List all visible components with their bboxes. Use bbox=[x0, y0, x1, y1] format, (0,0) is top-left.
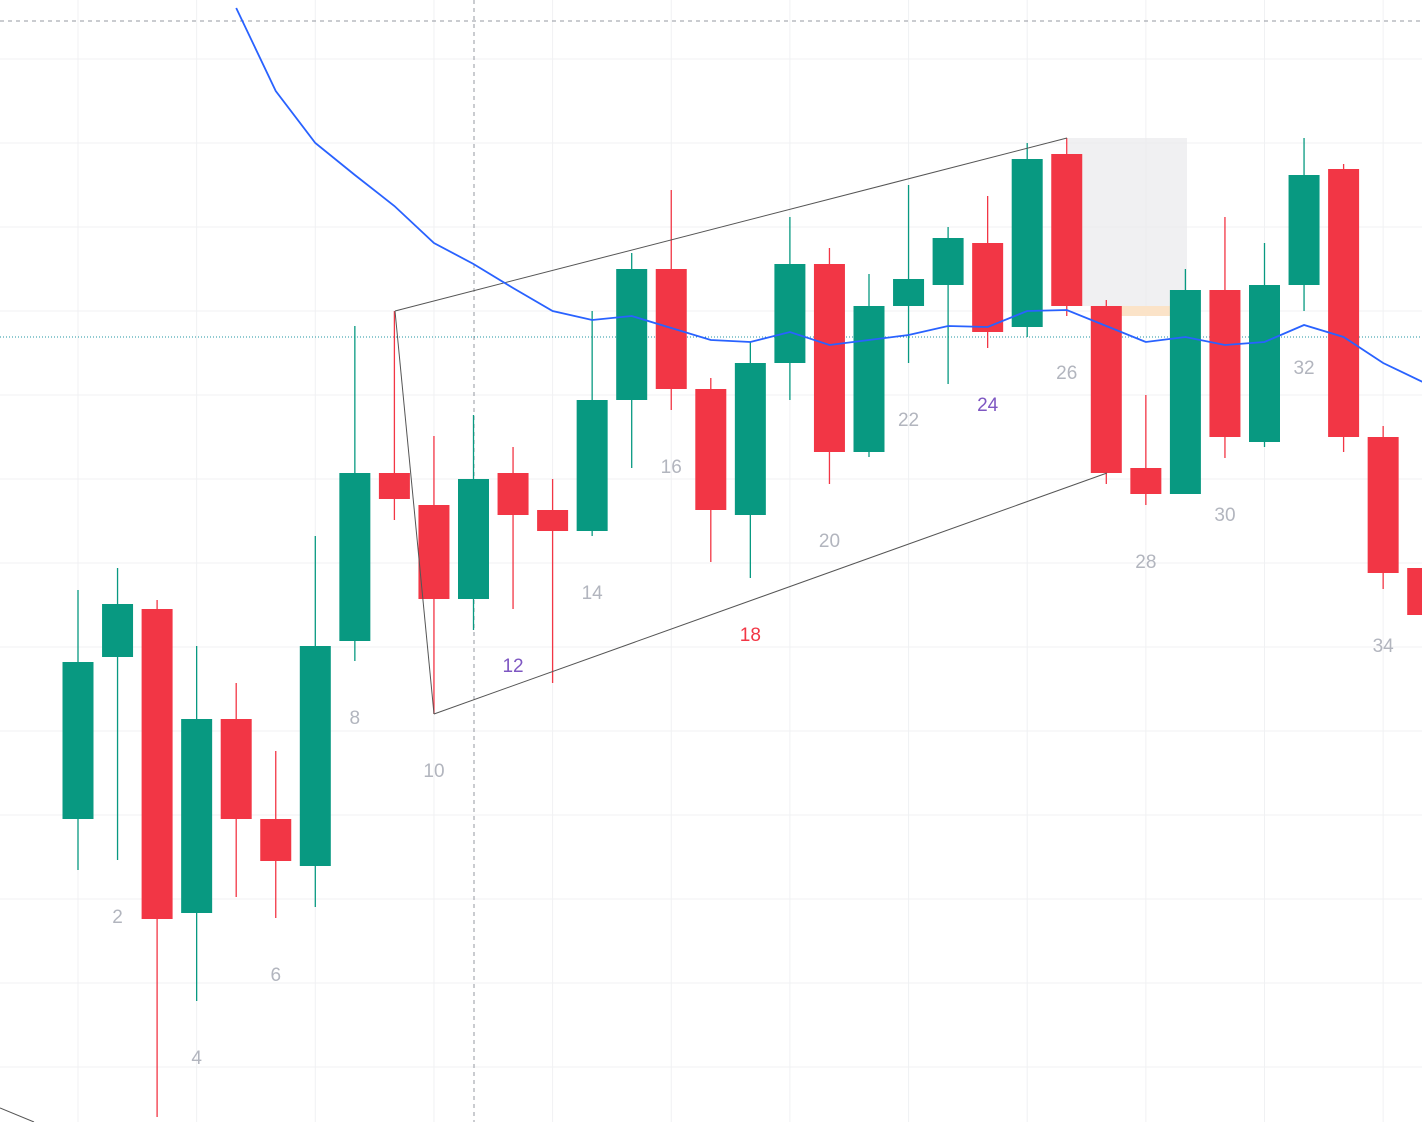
candle-body bbox=[220, 719, 252, 819]
candle-body bbox=[378, 473, 410, 499]
candle-body bbox=[260, 819, 292, 861]
moving-average bbox=[235, 7, 1422, 383]
candle-body bbox=[853, 306, 885, 452]
candle-label: 16 bbox=[661, 457, 682, 478]
candle-body bbox=[576, 400, 608, 531]
candle-label: 18 bbox=[740, 625, 761, 646]
candle-body bbox=[418, 505, 450, 599]
channel-bottom bbox=[433, 472, 1108, 715]
candle-body bbox=[1011, 159, 1043, 327]
selection-box bbox=[1068, 138, 1187, 306]
candle-body bbox=[1169, 290, 1201, 494]
candle-body bbox=[537, 510, 569, 531]
candle-body bbox=[181, 719, 213, 913]
candle-label: 20 bbox=[819, 531, 840, 552]
candle-body bbox=[1130, 468, 1162, 494]
candle-label: 22 bbox=[898, 410, 919, 431]
candle-label: 12 bbox=[502, 656, 523, 677]
candle-body bbox=[339, 473, 371, 641]
candle-label: 24 bbox=[977, 395, 999, 416]
candle-body bbox=[141, 609, 173, 919]
candle-body bbox=[1249, 285, 1280, 442]
candle-label: 10 bbox=[423, 761, 444, 782]
candle-body bbox=[655, 269, 687, 389]
candle-body bbox=[734, 363, 766, 515]
candle-label: 2 bbox=[112, 907, 123, 928]
candle-body bbox=[102, 604, 134, 657]
candle-body bbox=[695, 389, 727, 510]
highlight-strip bbox=[1120, 306, 1172, 316]
candle-body bbox=[774, 264, 806, 363]
channel-top bbox=[394, 137, 1068, 312]
candle-label: 32 bbox=[1293, 358, 1314, 379]
candle-body bbox=[299, 646, 331, 866]
candle-label: 6 bbox=[270, 965, 281, 986]
candle-body bbox=[1407, 568, 1422, 615]
candle-body bbox=[1367, 437, 1399, 573]
candle-label: 8 bbox=[350, 708, 361, 729]
candle-body bbox=[813, 264, 845, 452]
candle-body bbox=[1051, 154, 1083, 306]
candle-body bbox=[1328, 169, 1360, 437]
candle-body bbox=[1090, 306, 1122, 473]
candle-label: 28 bbox=[1135, 552, 1156, 573]
candle-body bbox=[1288, 175, 1320, 285]
candle-body bbox=[972, 243, 1004, 332]
candle-label: 30 bbox=[1214, 505, 1235, 526]
candle-body bbox=[616, 269, 648, 400]
candle-body bbox=[1209, 290, 1241, 437]
candle-body bbox=[893, 279, 925, 306]
channel-side bbox=[394, 310, 435, 715]
candle-body bbox=[62, 662, 94, 819]
candle-body bbox=[458, 479, 489, 599]
candle-label: 14 bbox=[582, 583, 604, 604]
candle-label: 4 bbox=[191, 1048, 202, 1069]
candle-body bbox=[497, 473, 529, 515]
candle-label: 34 bbox=[1373, 636, 1395, 657]
trend-line bbox=[0, 1107, 35, 1122]
candle-body bbox=[932, 238, 964, 285]
candle-label: 26 bbox=[1056, 363, 1077, 384]
